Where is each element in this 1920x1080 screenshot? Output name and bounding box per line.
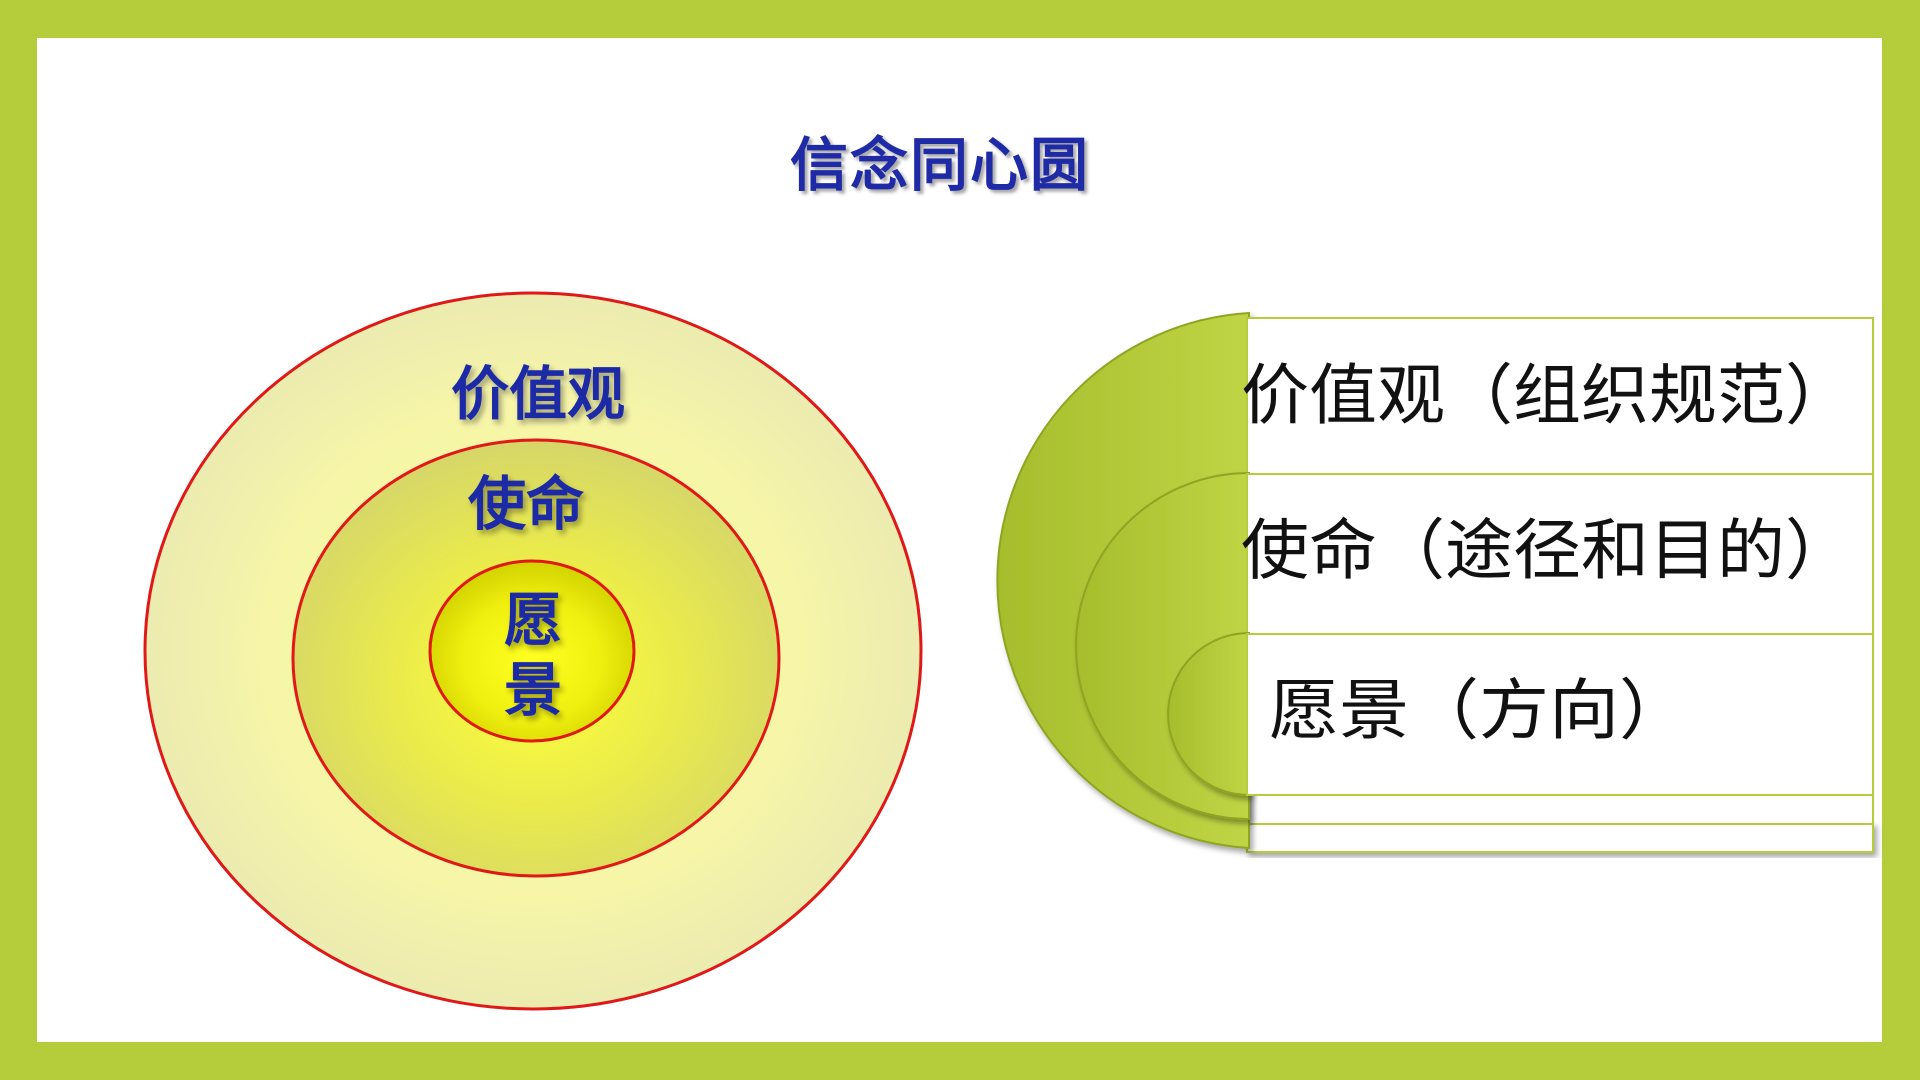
inner-ring-label-line2: 景	[504, 656, 562, 724]
inner-ring-label-line1: 愿	[504, 586, 562, 654]
row-box-mission	[1246, 473, 1874, 636]
row-label-mission: 使命（途径和目的）	[1241, 512, 1853, 589]
row-box-vision	[1246, 633, 1874, 796]
stack-edge-bar	[1246, 794, 1874, 825]
right-stacked-venn: 价值观（组织规范） 使命（途径和目的） 愿景（方向）	[996, 311, 1874, 853]
row-box-values	[1246, 317, 1874, 475]
row-label-values: 价值观（组织规范）	[1241, 357, 1853, 434]
arc-vision	[1167, 631, 1250, 797]
left-concentric-circles: 价值观 使命 愿 景	[143, 291, 923, 1011]
slide-title: 信念同心圆	[789, 131, 1090, 199]
row-label-vision: 愿景（方向）	[1269, 672, 1689, 749]
inner-ring-vision	[428, 559, 636, 743]
outer-ring-label: 价值观	[451, 360, 625, 428]
stack-edge-bar	[1246, 822, 1874, 853]
middle-ring-label: 使命	[468, 470, 584, 538]
